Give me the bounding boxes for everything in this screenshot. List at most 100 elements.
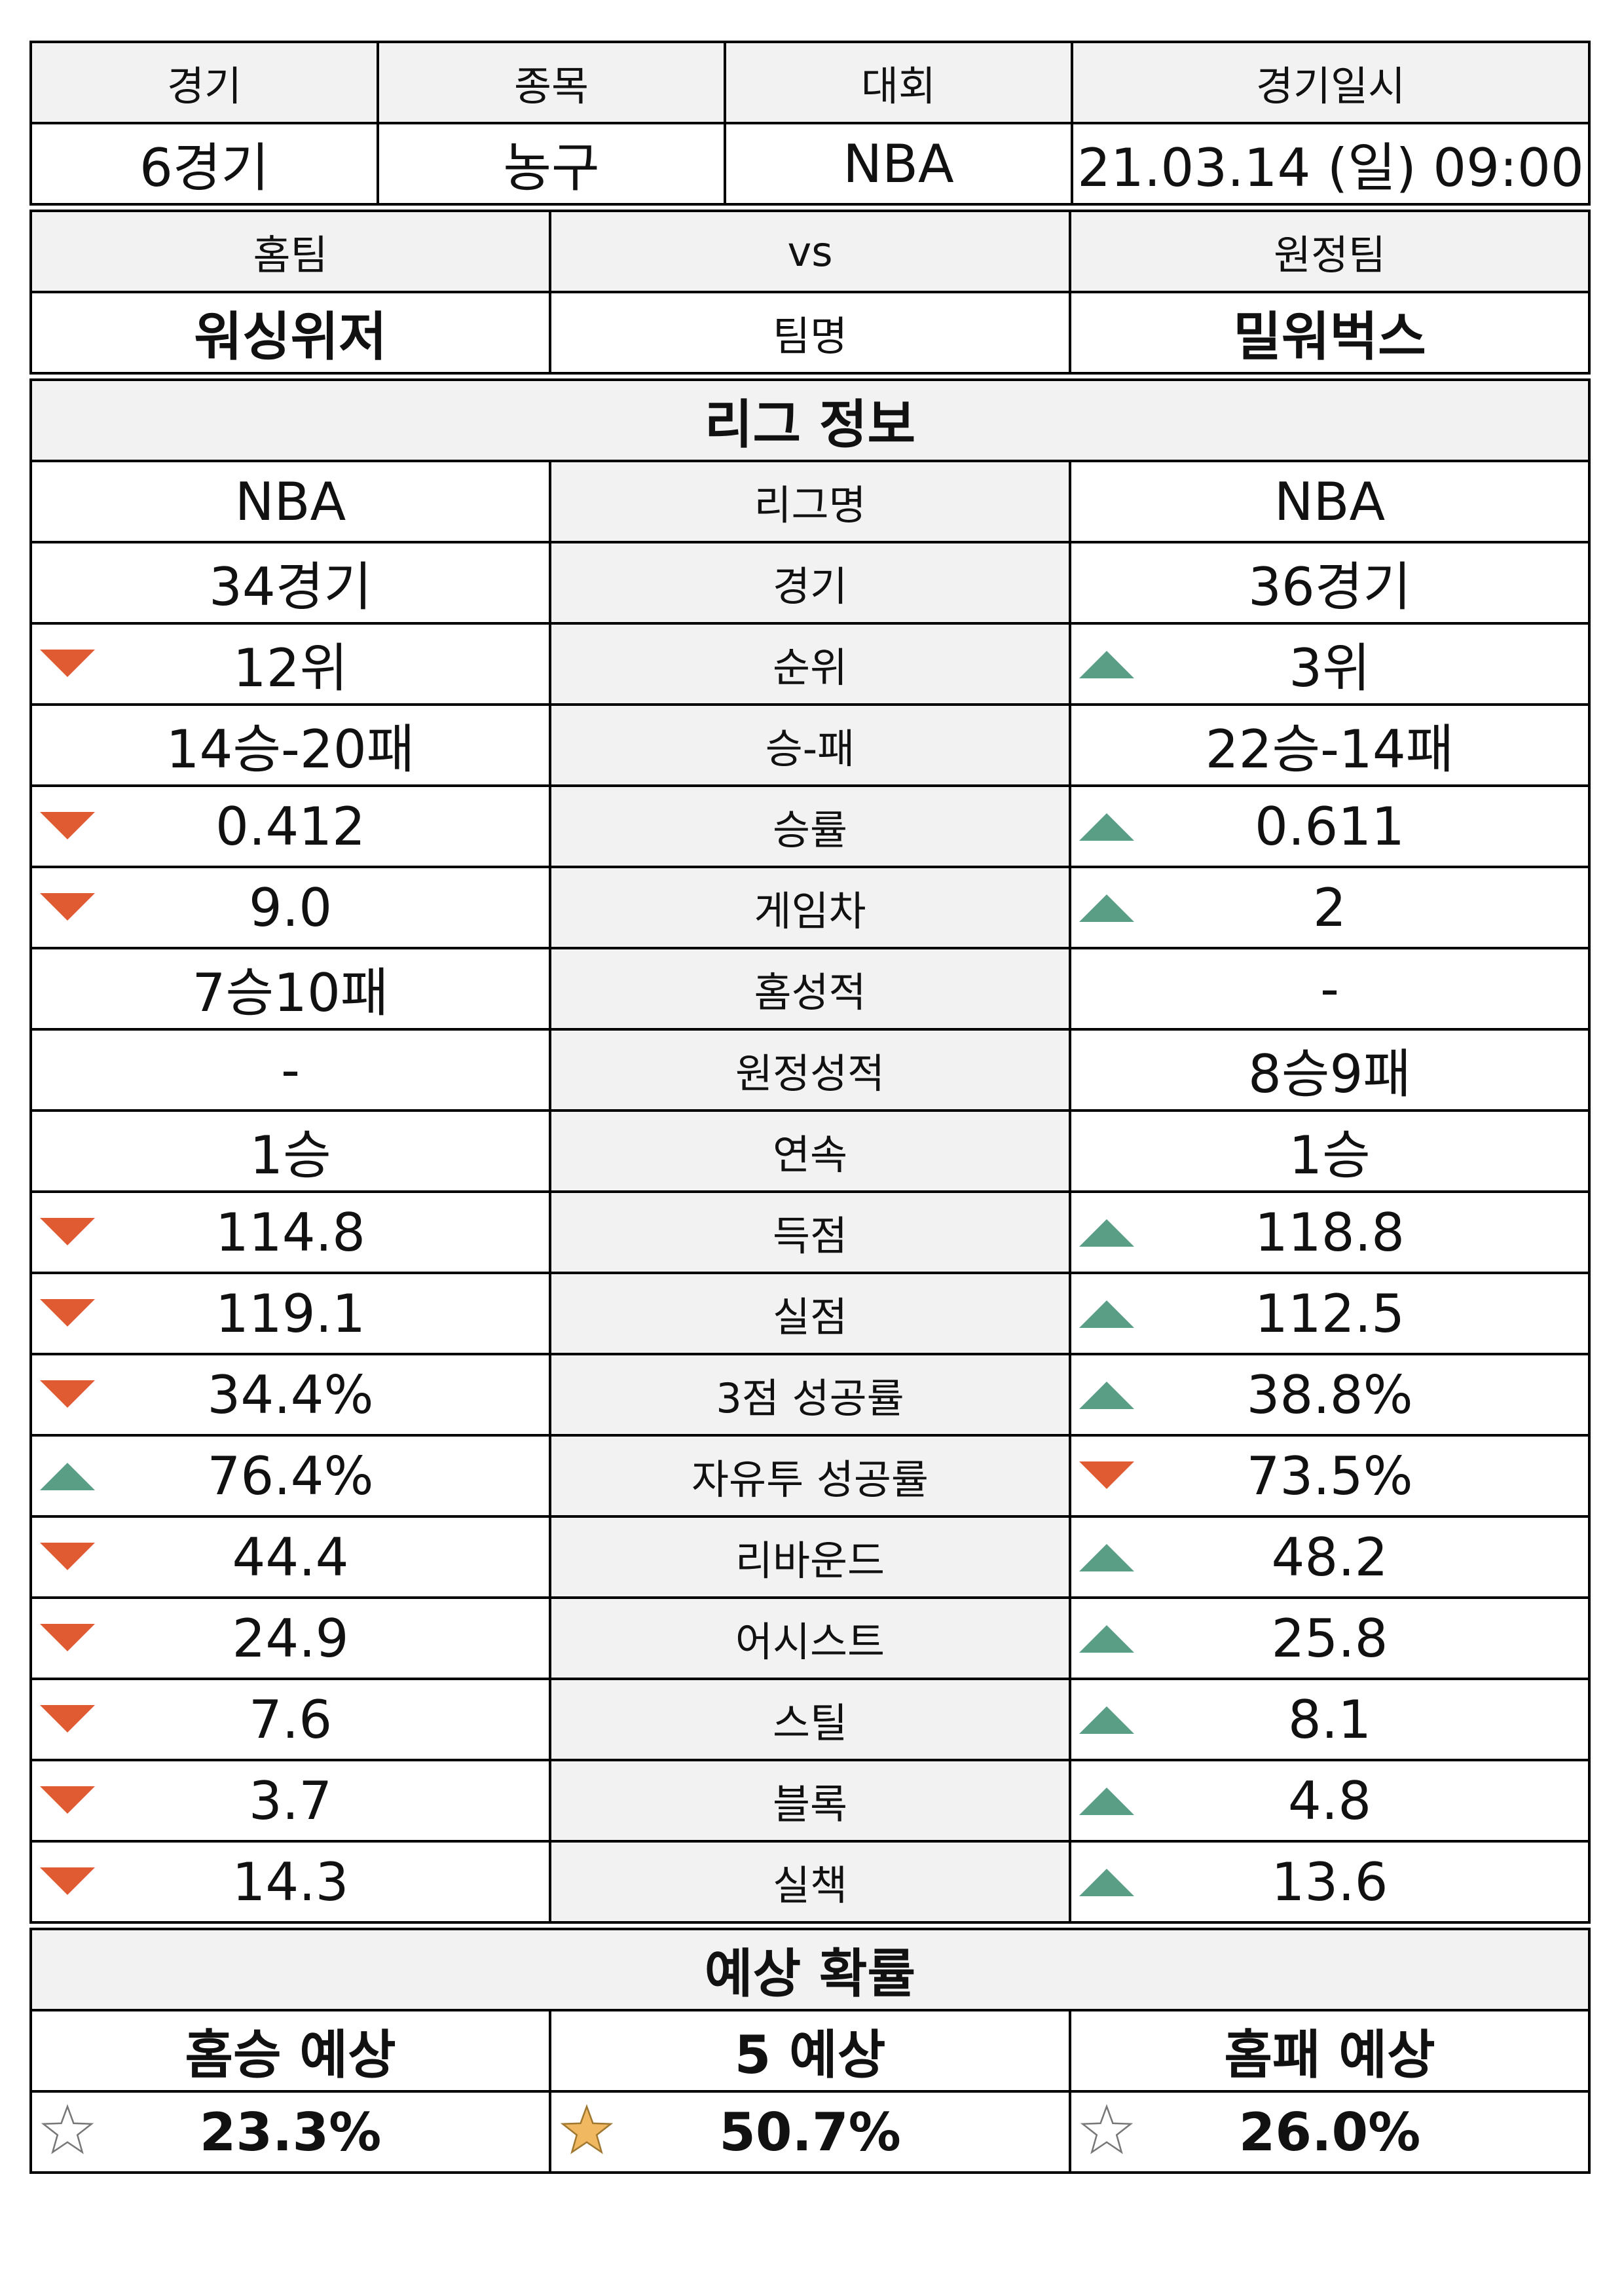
stat-row: 7승10패 홈성적 - [29, 947, 1591, 1031]
header-sport: 종목 [377, 41, 726, 124]
prediction-title-row: 예상 확률 [29, 1928, 1591, 2011]
home-stat-value: 7승10패 [192, 963, 389, 1023]
down-arrow-icon [40, 893, 95, 921]
away-stat-cell: 13.6 [1068, 1840, 1591, 1924]
home-loss-label: 홈패 예상 [1068, 2009, 1591, 2093]
home-loss-value: 26.0% [1238, 2101, 1421, 2163]
home-stat-value: 1승 [249, 1125, 331, 1186]
team-name-row: 워싱위저 팀명 밀워벅스 [29, 291, 1591, 375]
up-arrow-icon [1079, 1706, 1134, 1734]
stat-label: 리그명 [549, 460, 1071, 543]
vs-label: vs [549, 210, 1071, 293]
home-stat-cell: 34.4% [29, 1353, 551, 1437]
stat-row: NBA 리그명 NBA [29, 460, 1591, 543]
stat-row: 76.4% 자유투 성공률 73.5% [29, 1434, 1591, 1518]
home-stat-cell: - [29, 1028, 551, 1112]
star-filled-shape [560, 2104, 614, 2154]
stat-label: 3점 성공률 [549, 1353, 1071, 1437]
home-stat-value: 0.412 [215, 796, 366, 857]
header-datetime: 경기일시 [1071, 41, 1591, 124]
away-stat-cell: 112.5 [1068, 1272, 1591, 1355]
stat-row: 14.3 실책 13.6 [29, 1840, 1591, 1924]
away-stat-value: 38.8% [1246, 1364, 1413, 1425]
stat-row: 24.9 어시스트 25.8 [29, 1596, 1591, 1680]
home-stat-cell: 14.3 [29, 1840, 551, 1924]
away-stat-cell: 3위 [1068, 622, 1591, 706]
stat-label: 연속 [549, 1109, 1071, 1193]
stat-row: 44.4 리바운드 48.2 [29, 1515, 1591, 1599]
away-stat-cell: 2 [1068, 866, 1591, 949]
home-stat-value: 24.9 [232, 1607, 349, 1669]
home-stat-cell: 119.1 [29, 1272, 551, 1355]
down-arrow-icon [40, 1867, 95, 1895]
home-stat-cell: 0.412 [29, 784, 551, 868]
stat-row: 34경기 경기 36경기 [29, 541, 1591, 625]
away-stat-cell: 38.8% [1068, 1353, 1591, 1437]
stat-label: 홈성적 [549, 947, 1071, 1031]
up-arrow-icon [1079, 813, 1134, 841]
home-stat-cell: 24.9 [29, 1596, 551, 1680]
stat-label: 실점 [549, 1272, 1071, 1355]
team-stats-table: 홈팀 vs 원정팀 워싱위저 팀명 밀워벅스 [29, 210, 1591, 375]
down-arrow-icon [40, 1786, 95, 1814]
down-arrow-icon [40, 1543, 95, 1570]
up-arrow-icon [1079, 1382, 1134, 1409]
home-stat-cell: 14승-20패 [29, 703, 551, 787]
stat-row: - 원정성적 8승9패 [29, 1028, 1591, 1112]
away-stat-value: 8.1 [1287, 1689, 1372, 1750]
away-stat-value: 48.2 [1271, 1526, 1388, 1588]
up-arrow-icon [1079, 1625, 1134, 1653]
home-stat-value: 3.7 [248, 1770, 333, 1831]
home-stat-cell: 44.4 [29, 1515, 551, 1599]
home-stat-cell: 76.4% [29, 1434, 551, 1518]
up-arrow-icon [1079, 651, 1134, 678]
away-stat-value: 118.8 [1254, 1202, 1405, 1263]
match-header-row: 경기 종목 대회 경기일시 [29, 41, 1591, 124]
home-stat-value: 34경기 [209, 557, 372, 617]
handicap-cell: 50.7% [549, 2090, 1071, 2174]
stat-label: 블록 [549, 1759, 1071, 1843]
prediction-title: 예상 확률 [29, 1928, 1591, 2011]
stat-label: 득점 [549, 1190, 1071, 1274]
stat-row: 14승-20패 승-패 22승-14패 [29, 703, 1591, 787]
stat-row: 12위 순위 3위 [29, 622, 1591, 706]
home-team-name: 워싱위저 [29, 291, 551, 375]
stat-row: 3.7 블록 4.8 [29, 1759, 1591, 1843]
stat-label: 리바운드 [549, 1515, 1071, 1599]
home-stat-value: - [281, 1039, 300, 1101]
up-arrow-icon [1079, 1869, 1134, 1896]
league-info-table: 리그 정보 NBA 리그명 NBA 34경기 경기 36경기 12위 순위 3위 14승-20패 승… [29, 378, 1591, 1924]
home-stat-value: 9.0 [248, 877, 333, 938]
away-stat-cell: - [1068, 947, 1591, 1031]
away-stat-cell: 4.8 [1068, 1759, 1591, 1843]
home-stat-cell: 114.8 [29, 1190, 551, 1274]
home-stat-value: 14.3 [232, 1851, 349, 1913]
home-win-value: 23.3% [199, 2101, 382, 2163]
stat-row: 119.1 실점 112.5 [29, 1272, 1591, 1355]
away-stat-cell: 8승9패 [1068, 1028, 1591, 1112]
up-arrow-icon [1079, 894, 1134, 922]
stat-row: 1승 연속 1승 [29, 1109, 1591, 1193]
star-empty-icon [41, 2104, 94, 2154]
away-stat-value: 2 [1313, 877, 1346, 938]
stat-label: 실책 [549, 1840, 1071, 1924]
stat-label: 게임차 [549, 866, 1071, 949]
away-stat-value: 22승-14패 [1205, 719, 1454, 780]
down-arrow-icon [40, 1705, 95, 1733]
home-team-label: 홈팀 [29, 210, 551, 293]
down-arrow-icon [40, 812, 95, 839]
stat-label: 승률 [549, 784, 1071, 868]
away-stat-value: 36경기 [1248, 557, 1411, 617]
stat-label: 자유투 성공률 [549, 1434, 1071, 1518]
home-stat-cell: 12위 [29, 622, 551, 706]
down-arrow-icon [40, 1624, 95, 1651]
down-arrow-icon [40, 1218, 95, 1245]
down-arrow-icon [1079, 1461, 1134, 1489]
away-stat-cell: 48.2 [1068, 1515, 1591, 1599]
away-team-label: 원정팀 [1069, 210, 1591, 293]
away-stat-value: - [1320, 958, 1339, 1019]
down-arrow-icon [40, 1299, 95, 1327]
away-stat-value: 4.8 [1287, 1770, 1372, 1831]
away-stat-value: 25.8 [1271, 1607, 1388, 1669]
home-stat-cell: 34경기 [29, 541, 551, 625]
